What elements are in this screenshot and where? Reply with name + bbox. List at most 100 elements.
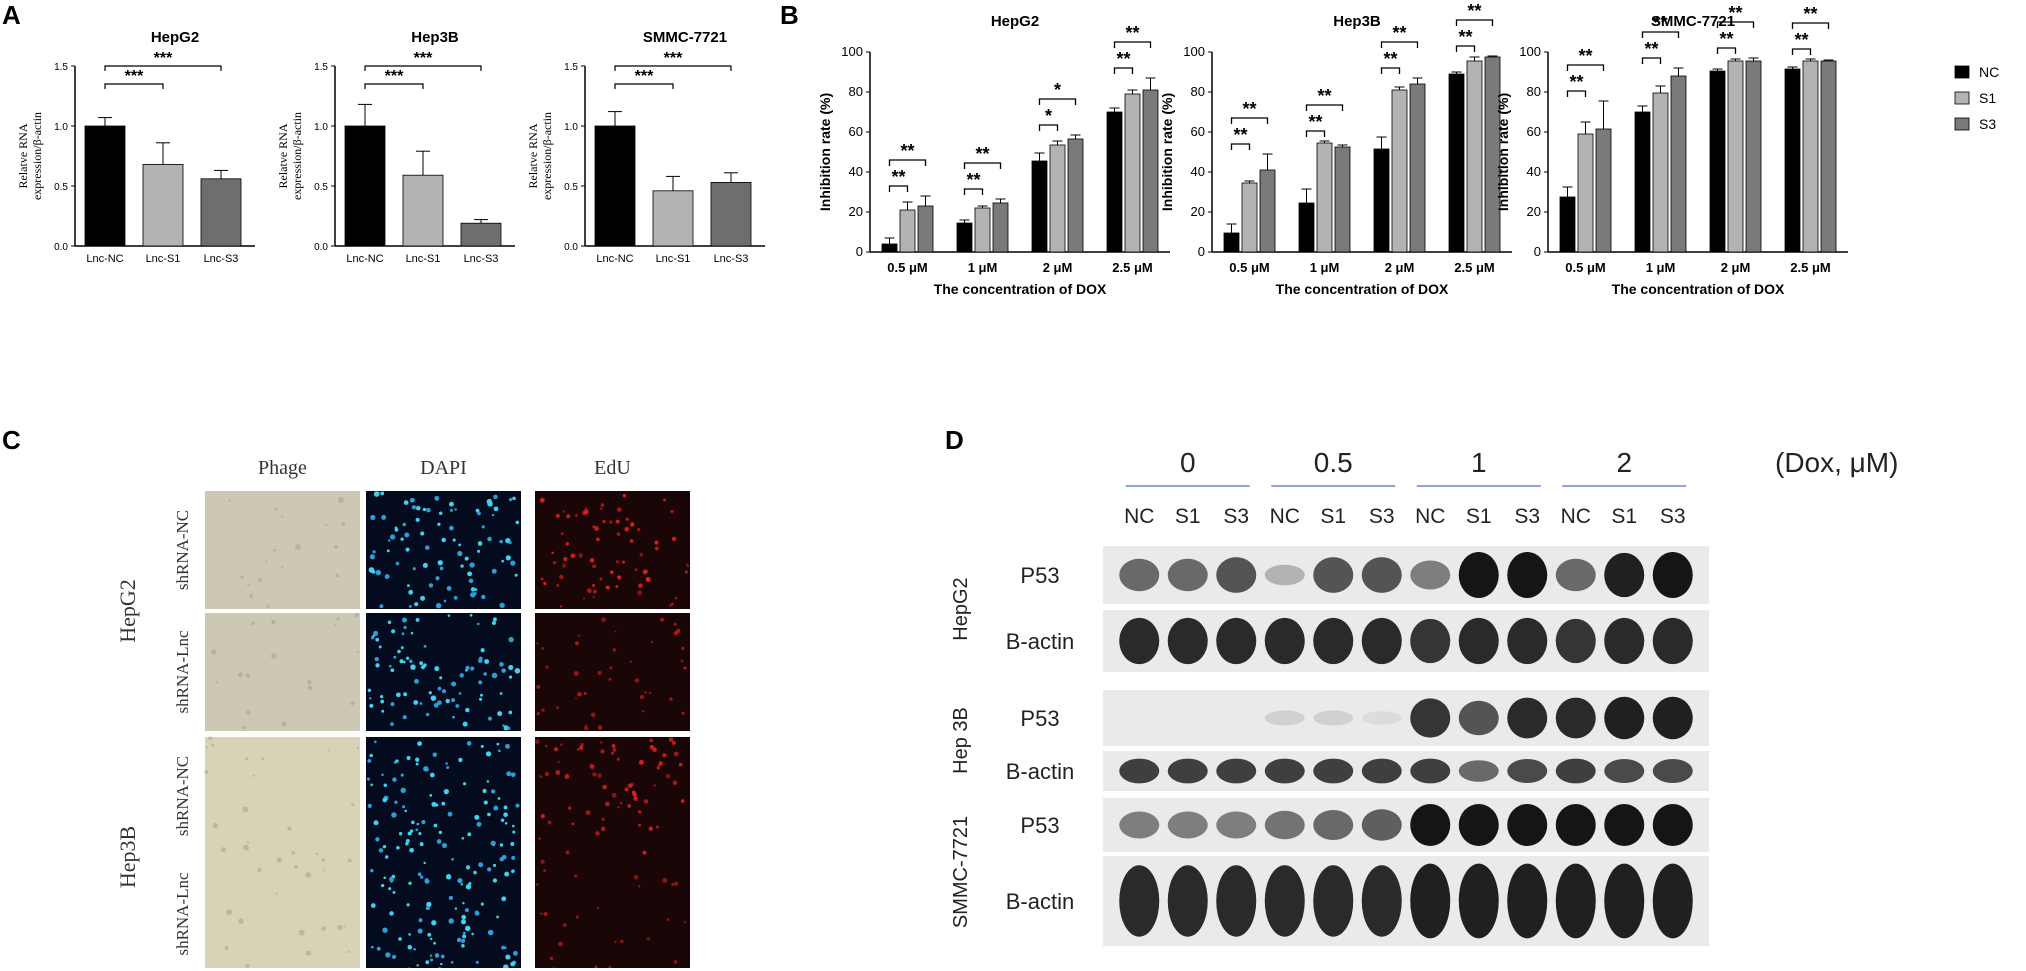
- edu-cell: [583, 725, 589, 731]
- bar-s1: [1466, 60, 1483, 253]
- dapi-nucleus: [465, 665, 470, 670]
- dapi-nucleus: [372, 550, 376, 554]
- bar-s3: [1820, 60, 1837, 253]
- significance-bracket: [104, 83, 164, 89]
- dapi-nucleus: [478, 697, 483, 701]
- significance-label: **: [1803, 4, 1817, 24]
- significance-label: **: [1644, 39, 1658, 59]
- dapi-nucleus: [510, 842, 515, 846]
- edu-cell: [615, 519, 620, 524]
- dapi-nucleus: [434, 495, 440, 501]
- blot-band: [1264, 758, 1305, 784]
- y-tick-label: 80: [849, 84, 863, 99]
- blot-band: [1652, 617, 1693, 665]
- dapi-nucleus: [478, 656, 483, 661]
- edu-cell: [681, 646, 685, 651]
- blot-band: [1555, 697, 1596, 739]
- edu-cell: [683, 920, 687, 924]
- y-axis-label-line2: expression/β-actin: [540, 112, 554, 200]
- dapi-nucleus: [430, 695, 437, 701]
- edu-cell: [638, 810, 642, 814]
- dapi-nucleus: [410, 664, 416, 670]
- phase-speck: [351, 803, 355, 807]
- dapi-nucleus: [410, 631, 414, 635]
- x-tick-label: 1 μM: [1646, 260, 1676, 275]
- significance-bracket: [1791, 22, 1830, 29]
- dapi-nucleus: [493, 506, 499, 512]
- edu-cell: [534, 739, 540, 744]
- blot-band: [1119, 758, 1160, 784]
- phase-speck: [287, 826, 292, 831]
- edu-cell: [653, 784, 656, 787]
- edu-cell: [562, 510, 565, 513]
- y-tick-label: 0.5: [564, 182, 578, 193]
- bar: [402, 174, 444, 247]
- dapi-nucleus: [446, 766, 450, 769]
- significance-label: *: [1045, 106, 1052, 126]
- blot-band: [1361, 809, 1402, 841]
- dapi-nucleus: [409, 829, 414, 833]
- phase-speck: [274, 507, 278, 511]
- cell-line-label: SMMC-7721: [950, 816, 972, 928]
- phase-speck: [224, 946, 229, 951]
- edu-cell: [596, 537, 600, 542]
- dapi-nucleus: [370, 514, 376, 521]
- phase-speck: [245, 963, 250, 968]
- edu-cell: [559, 574, 564, 580]
- blot-band: [1458, 804, 1499, 846]
- dapi-nucleus: [414, 678, 419, 684]
- dapi-nucleus: [498, 749, 501, 753]
- edu-cell: [644, 691, 647, 694]
- edu-cell: [590, 712, 596, 718]
- dapi-nucleus: [412, 567, 416, 571]
- phase-speck: [294, 864, 298, 869]
- dapi-nucleus: [480, 902, 484, 906]
- edu-cell: [556, 583, 560, 588]
- significance-bracket: [1230, 117, 1269, 124]
- dapi-nucleus: [452, 538, 456, 542]
- panel-b-charts: HepG2 0 20 40 60 80 100 Inhibition rate (%) The …: [817, 1, 1999, 297]
- lane-label: S1: [1320, 505, 1346, 528]
- dapi-nucleus: [401, 617, 407, 623]
- dapi-nucleus: [515, 803, 520, 808]
- dapi-nucleus: [417, 741, 423, 747]
- blot-label: P53: [1020, 706, 1059, 731]
- phase-speck: [281, 721, 287, 727]
- dapi-nucleus: [478, 680, 483, 685]
- edu-cell: [541, 708, 545, 712]
- dapi-nucleus: [468, 881, 472, 886]
- significance-label: **: [1242, 99, 1256, 119]
- dapi-nucleus: [475, 960, 479, 964]
- phase-speck: [325, 523, 328, 527]
- dapi-nucleus: [490, 789, 496, 794]
- significance-label: ***: [635, 68, 654, 85]
- blot-band: [1458, 552, 1499, 598]
- dapi-nucleus: [400, 537, 404, 541]
- dapi-nucleus: [369, 753, 373, 758]
- dapi-nucleus: [471, 932, 474, 936]
- chart-title: SMMC-7721: [643, 29, 727, 46]
- blot-band: [1555, 558, 1596, 592]
- edu-cell: [574, 641, 579, 646]
- edu-cell: [576, 748, 580, 751]
- blot-band: [1555, 863, 1596, 939]
- dapi-nucleus: [409, 659, 413, 664]
- dapi-nucleus: [414, 602, 419, 607]
- dapi-nucleus: [417, 928, 423, 934]
- dapi-nucleus: [375, 637, 380, 642]
- phase-speck: [305, 872, 312, 878]
- y-axis-label: Inhibition rate (%): [1495, 93, 1511, 211]
- dapi-nucleus: [508, 675, 513, 679]
- edu-cell: [672, 780, 678, 786]
- bar: [594, 125, 636, 247]
- bar-s3: [1409, 83, 1426, 253]
- dapi-nucleus: [502, 724, 505, 727]
- lane-label: S1: [1175, 505, 1201, 528]
- edu-cell: [599, 507, 603, 510]
- y-axis-label-line2: expression/β-actin: [30, 112, 44, 200]
- x-tick-label: Lnc-NC: [596, 253, 633, 265]
- dapi-nucleus: [454, 907, 458, 910]
- dapi-nucleus: [424, 545, 430, 550]
- edu-cell: [577, 692, 582, 697]
- legend-label: S1: [1979, 90, 1996, 106]
